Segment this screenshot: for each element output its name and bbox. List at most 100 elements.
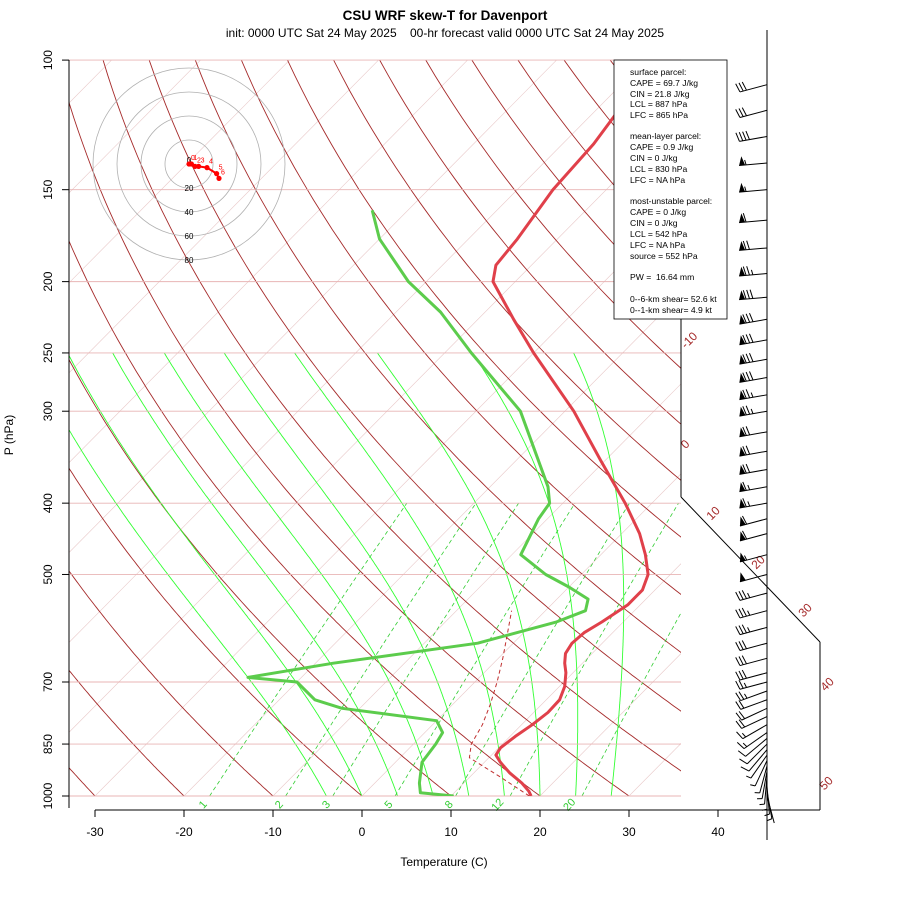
wind-barb-staff <box>739 533 768 542</box>
wind-barb-staff <box>740 699 768 710</box>
dry-adiabat <box>148 60 681 712</box>
wind-barb-half <box>747 484 751 490</box>
wind-barb-flag <box>739 335 746 345</box>
dry-adiabat <box>69 100 630 796</box>
wind-barb-staff <box>739 554 768 563</box>
wind-barb <box>739 743 768 765</box>
wind-barb-staff <box>739 431 768 438</box>
mu-cape: CAPE = 0 J/kg <box>630 207 686 217</box>
wind-barb-full <box>741 81 747 91</box>
wind-barb-full <box>749 313 754 322</box>
wind-barb-flag <box>739 241 746 251</box>
wind-barb-flag <box>739 552 746 562</box>
wind-barb <box>735 81 768 93</box>
wind-barb <box>735 640 768 651</box>
surface-parcel-header: surface parcel: <box>630 67 686 77</box>
wind-barb <box>739 552 768 563</box>
wind-barb-half <box>747 610 751 616</box>
moist-adiabat <box>377 352 541 796</box>
wind-barb-flag <box>739 373 746 383</box>
mu-cin: CIN = 0 J/kg <box>630 218 678 228</box>
mean-parcel-header: mean-layer parcel: <box>630 131 701 141</box>
wind-barb-half <box>766 818 773 822</box>
wind-barb <box>735 669 768 681</box>
hodograph-point <box>216 175 222 181</box>
dry-adiabat <box>240 60 681 596</box>
isotherm-line <box>69 60 290 284</box>
dry-adiabat <box>69 467 363 796</box>
isotherm-line <box>94 203 681 796</box>
wind-barbs <box>735 30 775 840</box>
hodograph-point <box>214 171 220 177</box>
shear-0-6km: 0--6-km shear= 52.6 kt <box>630 294 717 304</box>
wind-barb-full <box>735 671 741 681</box>
wind-barb-full <box>742 354 747 364</box>
wind-barb-full <box>740 766 750 772</box>
mixing-ratio-label: 2 <box>273 799 286 812</box>
wind-barb <box>735 607 768 619</box>
mixing-ratio-line <box>455 502 630 796</box>
wind-barb-staff <box>739 657 768 667</box>
wind-barb-staff <box>743 732 768 750</box>
wind-barb-flag <box>739 498 746 509</box>
mu-lfc: LFC = NA hPa <box>630 240 685 250</box>
wind-barb-full <box>742 372 747 382</box>
hodograph-point-label: 1 <box>193 155 197 162</box>
wind-barb-half <box>764 813 770 817</box>
y-tick-label: 1000 <box>41 782 55 809</box>
wind-barb-full <box>735 712 743 721</box>
y-tick-label: 100 <box>41 50 55 70</box>
wind-barb-full <box>746 240 750 250</box>
wind-barb <box>739 353 768 365</box>
wind-barb-full <box>738 711 746 719</box>
moist-adiabat <box>472 352 579 796</box>
wind-barb-flag <box>739 354 746 365</box>
wind-barb <box>739 481 768 493</box>
dry-adiabat <box>69 358 452 796</box>
wind-barb-staff <box>739 318 768 325</box>
wind-barb-full <box>738 691 745 700</box>
wind-barb-full <box>736 742 745 750</box>
wind-barb-full <box>745 353 751 363</box>
y-tick-label: 400 <box>41 493 55 513</box>
wind-barb-staff <box>739 518 768 527</box>
wind-barb-half <box>744 186 747 192</box>
dry-adiabat <box>379 60 681 425</box>
wind-barb <box>735 707 768 721</box>
wind-barb <box>739 463 768 475</box>
wind-barb-full <box>745 405 751 415</box>
wind-barb-full <box>741 607 747 617</box>
wind-barb-staff <box>739 273 768 277</box>
moist-adiabat <box>69 354 363 796</box>
wind-barb-full <box>735 692 742 701</box>
wind-barb-full <box>745 463 751 473</box>
wind-barb-full <box>738 591 744 600</box>
wind-barb-staff <box>759 765 768 794</box>
wind-barb-staff <box>739 394 768 401</box>
wind-barb-flag <box>739 464 746 475</box>
y-tick-label: 200 <box>41 271 55 291</box>
wind-barb-flag <box>739 516 746 526</box>
wind-barb-full <box>735 109 741 118</box>
wind-barb-staff <box>764 776 768 805</box>
wind-barb <box>757 770 768 800</box>
wind-barb-staff <box>739 610 768 619</box>
y-tick-label: 300 <box>41 401 55 421</box>
mixing-ratio-label: 5 <box>382 799 395 812</box>
wind-barb-full <box>742 446 747 456</box>
wind-barb-full <box>735 132 740 142</box>
wind-barb-full <box>739 758 748 765</box>
hodograph-ring <box>92 67 286 261</box>
parcel-trace <box>468 610 530 796</box>
wind-barb-full <box>741 107 747 116</box>
wind-barb-full <box>738 608 744 618</box>
mixing-ratio-line <box>285 502 477 796</box>
chart-subtitle: init: 0000 UTC Sat 24 May 2025 00-hr for… <box>226 26 665 40</box>
wind-barb-staff <box>754 760 768 787</box>
wind-barb <box>739 445 768 457</box>
x-tick-label: -30 <box>86 825 104 839</box>
surface-lcl: LCL = 887 hPa <box>630 99 687 109</box>
wind-barb-full <box>738 625 744 634</box>
wind-barb <box>739 498 768 509</box>
